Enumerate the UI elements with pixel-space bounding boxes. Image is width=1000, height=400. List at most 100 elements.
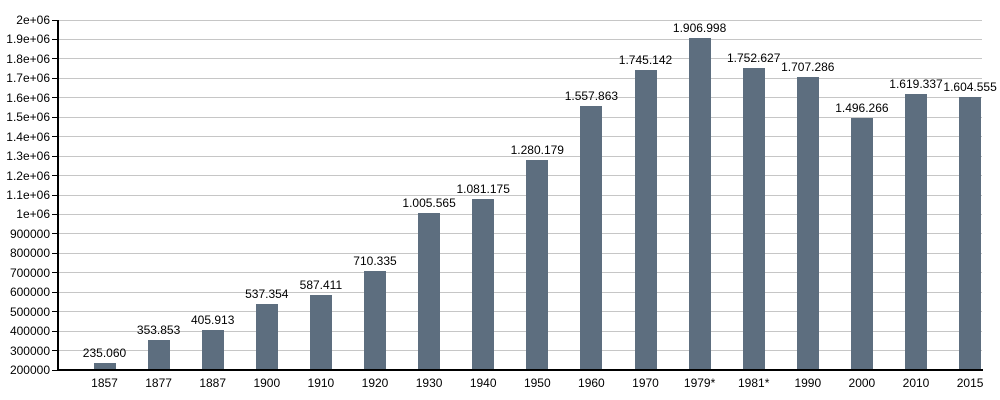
bar-value-label: 235.060	[82, 346, 127, 361]
y-axis-tick-label: 1.4e+06	[6, 129, 50, 144]
bar	[526, 159, 549, 370]
gridline	[58, 136, 982, 138]
x-axis-tick-label: 1857	[91, 376, 118, 390]
bar	[201, 329, 224, 370]
y-axis-tick	[52, 213, 58, 215]
bar	[634, 69, 657, 370]
y-axis-tick	[52, 97, 58, 99]
x-axis-tick-label: 1910	[307, 376, 335, 390]
y-axis-tick	[52, 155, 58, 157]
bar	[93, 363, 116, 370]
gridline	[58, 252, 982, 254]
y-axis-tick-label: 2e+06	[16, 13, 50, 27]
gridline	[58, 175, 982, 177]
bar-value-label: 1.752.627	[726, 51, 781, 66]
y-axis-tick	[52, 311, 58, 313]
bar-value-label: 353.853	[136, 323, 181, 338]
y-axis-tick-label: 1.7e+06	[6, 71, 50, 86]
y-axis-tick	[52, 272, 58, 274]
y-axis-tick-label: 1e+06	[16, 207, 50, 222]
y-axis-tick-label: 1.2e+06	[6, 168, 50, 183]
bar	[850, 117, 873, 370]
y-axis-tick	[52, 330, 58, 332]
y-axis-tick	[52, 291, 58, 293]
y-axis-tick-label: 200000	[9, 363, 50, 377]
bar-value-label: 1.005.565	[402, 196, 456, 211]
x-axis-tick-label: 1960	[578, 376, 605, 390]
y-axis-tick-label: 1.1e+06	[6, 188, 50, 202]
y-axis-tick-label: 1.8e+06	[6, 51, 50, 66]
bar-value-label: 1.280.179	[510, 142, 564, 157]
gridline	[58, 233, 982, 235]
bar	[796, 76, 819, 370]
bar-value-label: 1.619.337	[889, 77, 943, 92]
y-axis-tick-label: 1.9e+06	[6, 32, 50, 47]
bar	[905, 94, 927, 370]
bar-value-label: 1.906.998	[672, 21, 727, 36]
gridline	[58, 311, 982, 313]
x-axis-tick-label: 1979*	[683, 376, 716, 390]
gridline	[58, 155, 982, 157]
bar	[364, 270, 386, 370]
x-axis-tick-label: 2010	[902, 376, 930, 390]
y-axis-tick	[52, 116, 58, 118]
bar-value-label: 710.335	[353, 253, 397, 268]
bar	[309, 294, 332, 370]
y-axis-tick-label: 1.6e+06	[6, 90, 50, 105]
gridline	[58, 330, 982, 332]
bar	[147, 340, 170, 370]
y-axis-tick-label: 900000	[9, 226, 50, 241]
gridline	[58, 272, 982, 274]
bar-value-label: 1.496.266	[835, 100, 889, 115]
x-axis-tick-label: 2015	[956, 376, 984, 390]
y-axis-tick	[52, 58, 58, 60]
x-axis-tick-label: 1900	[253, 376, 281, 390]
y-axis-tick	[52, 252, 58, 254]
bar	[742, 68, 765, 370]
gridline	[58, 194, 982, 196]
gridline	[58, 97, 982, 99]
gridline	[58, 116, 982, 118]
gridline	[58, 19, 982, 21]
y-axis-tick	[52, 350, 58, 352]
x-axis-tick-label: 1970	[632, 376, 659, 390]
bar	[255, 304, 278, 370]
x-axis-tick-label: 1981*	[738, 376, 770, 390]
y-axis-line	[57, 20, 59, 370]
gridline	[58, 291, 982, 293]
y-axis-tick-label: 800000	[9, 246, 50, 261]
bar	[418, 213, 441, 370]
x-axis-tick-label: 1920	[361, 376, 389, 390]
bar-value-label: 1.081.175	[456, 181, 510, 196]
y-axis-tick	[52, 369, 58, 371]
gridline	[58, 77, 982, 79]
y-axis-tick	[52, 194, 58, 196]
y-axis-tick	[52, 233, 58, 235]
gridline	[58, 58, 982, 60]
x-axis-line	[57, 369, 983, 371]
bar-value-label: 537.354	[245, 287, 289, 302]
y-axis-tick-label: 700000	[9, 265, 50, 280]
x-axis-tick-label: 1930	[415, 376, 443, 390]
y-axis-tick	[52, 19, 58, 21]
y-axis-tick-label: 1.5e+06	[6, 110, 50, 125]
bar-value-label: 587.411	[299, 277, 343, 292]
gridline	[58, 38, 982, 40]
x-axis-tick-label: 2000	[848, 376, 876, 390]
y-axis-tick-label: 300000	[9, 343, 50, 358]
y-axis-tick	[52, 175, 58, 177]
bar	[959, 96, 982, 370]
x-axis-tick-label: 1887	[199, 376, 227, 390]
bar	[472, 198, 495, 370]
gridline	[58, 350, 982, 352]
y-axis-tick-label: 500000	[9, 304, 50, 319]
bar-value-label: 1.604.555	[943, 79, 997, 94]
y-axis-tick-label: 400000	[9, 324, 50, 339]
bar	[688, 38, 711, 370]
bar-value-label: 1.557.863	[564, 88, 619, 103]
bar-value-label: 1.745.142	[618, 52, 673, 67]
gridline	[58, 213, 982, 215]
y-axis-tick-label: 600000	[9, 285, 50, 300]
y-axis-tick	[52, 38, 58, 40]
